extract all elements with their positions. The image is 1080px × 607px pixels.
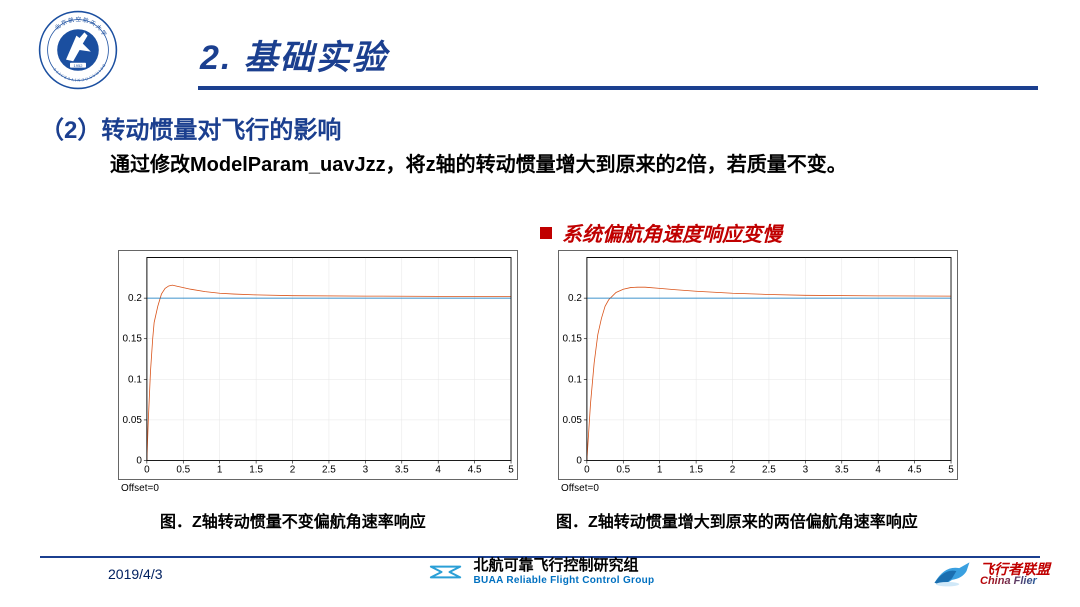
- footer-right-en: China Flier: [980, 576, 1050, 587]
- svg-text:0.05: 0.05: [563, 415, 583, 426]
- subsection-label: （2）转动惯量对飞行的影响: [40, 110, 341, 145]
- svg-text:0: 0: [584, 464, 590, 475]
- footer-center-group: 北航可靠飞行控制研究组 BUAA Reliable Flight Control…: [426, 558, 655, 586]
- observation-row: 系统偏航角速度响应变慢: [540, 218, 782, 247]
- svg-text:0: 0: [144, 464, 150, 475]
- svg-text:2: 2: [290, 464, 296, 475]
- chart-left-svg: 0 0.5 1 1.5 2 2.5 3 3.5 4 4.5 5 0 0.05 0.1 0.15 0.2: [119, 251, 517, 479]
- svg-text:3: 3: [803, 464, 809, 475]
- footer-right-group: 飞行者联盟 China Flier: [930, 558, 1050, 590]
- university-logo: 北 京 航 空 航 天 大 学 B E I H A N G U N I V E …: [38, 10, 118, 90]
- footer-center-text: 北航可靠飞行控制研究组 BUAA Reliable Flight Control…: [474, 558, 655, 586]
- square-bullet-icon: [540, 227, 552, 239]
- chart-right-svg: 0 0.5 1 1.5 2 2.5 3 3.5 4 4.5 5 0 0.05 0.1 0.15 0.2: [559, 251, 957, 479]
- svg-text:0.2: 0.2: [568, 293, 582, 304]
- footer-center-en: BUAA Reliable Flight Control Group: [474, 575, 655, 586]
- svg-text:4: 4: [875, 464, 881, 475]
- svg-text:0.05: 0.05: [123, 415, 143, 426]
- svg-text:0.15: 0.15: [563, 334, 583, 345]
- observation-text: 系统偏航角速度响应变慢: [562, 218, 782, 247]
- svg-text:5: 5: [948, 464, 954, 475]
- subsection-description: 通过修改ModelParam_uavJzz，将z轴的转动惯量增大到原来的2倍，若…: [110, 148, 847, 177]
- svg-text:1952: 1952: [74, 63, 84, 68]
- svg-text:4.5: 4.5: [908, 464, 922, 475]
- svg-text:1.5: 1.5: [249, 464, 263, 475]
- footer-right-cn: 飞行者联盟: [980, 562, 1050, 576]
- chart-right-offset-label: Offset=0: [561, 483, 599, 494]
- chart-left-offset-label: Offset=0: [121, 483, 159, 494]
- svg-text:0.5: 0.5: [616, 464, 630, 475]
- svg-text:2: 2: [730, 464, 736, 475]
- svg-text:3.5: 3.5: [395, 464, 409, 475]
- section-title: 2. 基础实验: [200, 30, 388, 79]
- title-underline: [198, 86, 1038, 90]
- svg-text:1.5: 1.5: [689, 464, 703, 475]
- svg-text:2.5: 2.5: [762, 464, 776, 475]
- svg-text:4: 4: [435, 464, 441, 475]
- svg-text:1: 1: [217, 464, 223, 475]
- chart-right-caption: 图．Z轴转动惯量增大到原来的两倍偏航角速率响应: [556, 508, 918, 532]
- svg-text:0.5: 0.5: [176, 464, 190, 475]
- svg-text:5: 5: [508, 464, 514, 475]
- svg-text:0.2: 0.2: [128, 293, 142, 304]
- chart-right: 00.511.522.533.544.5500.050.10.150.2 Off…: [558, 250, 958, 480]
- chart-left: 00.511.522.533.544.5500.050.10.150.2 Off…: [118, 250, 518, 480]
- footer-right-text: 飞行者联盟 China Flier: [980, 562, 1050, 587]
- svg-text:0.15: 0.15: [123, 334, 143, 345]
- slide-root: 北 京 航 空 航 天 大 学 B E I H A N G U N I V E …: [0, 0, 1080, 607]
- svg-text:1: 1: [657, 464, 663, 475]
- svg-text:0.1: 0.1: [568, 374, 582, 385]
- svg-text:0: 0: [136, 456, 142, 467]
- svg-text:4.5: 4.5: [468, 464, 482, 475]
- footer-date: 2019/4/3: [108, 566, 163, 582]
- svg-text:2.5: 2.5: [322, 464, 336, 475]
- buaa-group-logo-icon: [426, 560, 466, 584]
- footer-center-cn: 北航可靠飞行控制研究组: [474, 558, 655, 575]
- svg-text:0.1: 0.1: [128, 374, 142, 385]
- chart-left-caption: 图．Z轴转动惯量不变偏航角速率响应: [160, 508, 426, 532]
- svg-text:3: 3: [363, 464, 369, 475]
- svg-text:0: 0: [576, 456, 582, 467]
- china-flier-logo-icon: [930, 558, 974, 590]
- svg-text:3.5: 3.5: [835, 464, 849, 475]
